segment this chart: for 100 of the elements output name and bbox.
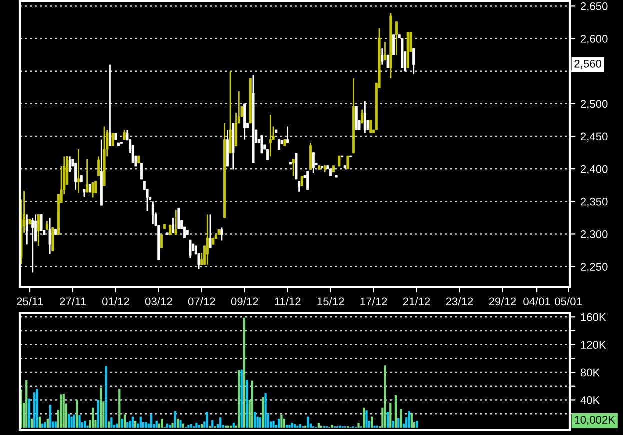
bar (169, 425, 172, 428)
bar (212, 420, 214, 428)
bar (172, 423, 174, 428)
candlestick (118, 142, 120, 147)
bar (105, 366, 108, 428)
candlestick (338, 155, 341, 168)
bar (26, 380, 28, 428)
x-tick-label: 15/12 (318, 297, 344, 306)
bar (232, 423, 235, 428)
bar (272, 421, 275, 428)
bar (286, 425, 288, 428)
bar (240, 370, 243, 428)
bar (73, 414, 76, 428)
bar (76, 400, 78, 428)
bar (363, 408, 366, 428)
bar (288, 425, 291, 428)
bar (150, 414, 153, 428)
y-tick-label: 2,600 (580, 35, 608, 44)
bar (34, 392, 36, 428)
bar (200, 424, 204, 428)
bar (132, 416, 134, 428)
bar (129, 421, 132, 428)
bar (124, 414, 126, 428)
y-tick-label: 2,650 (580, 2, 608, 12)
bar (259, 418, 262, 428)
bar (238, 370, 240, 428)
candlestick (355, 106, 358, 131)
bar (100, 388, 102, 428)
candlestick (80, 174, 83, 183)
bar (254, 412, 256, 428)
candlestick (52, 227, 54, 252)
bar (264, 393, 267, 428)
bar (78, 415, 81, 428)
bar (126, 422, 129, 428)
bar (44, 422, 46, 428)
bar (49, 405, 52, 428)
candlestick (212, 237, 215, 246)
bar (92, 408, 94, 428)
candlestick (386, 54, 390, 69)
bar (97, 400, 100, 428)
candlestick (332, 165, 335, 174)
candlestick (160, 234, 164, 249)
candlestick (249, 78, 252, 124)
bar (366, 410, 368, 428)
bar (70, 416, 73, 428)
bar (118, 389, 121, 428)
bar (166, 424, 169, 428)
x-tick-label: 23/12 (446, 297, 474, 306)
bar (299, 424, 302, 428)
bar (243, 318, 246, 428)
candlestick (140, 162, 144, 180)
x-tick-label: 17/12 (360, 297, 388, 306)
y-tick-label: 80K (580, 368, 600, 377)
bar (134, 421, 137, 428)
bar (307, 416, 310, 428)
bar (416, 421, 418, 428)
bar (196, 423, 198, 428)
bar (220, 418, 222, 428)
y-tick-label: 2,450 (580, 132, 608, 142)
x-tick-label: 25/11 (17, 297, 43, 306)
x-tick-label: 21/12 (403, 297, 430, 306)
bar (177, 418, 180, 428)
text: 10,002K (575, 416, 616, 426)
candlestick (178, 207, 180, 230)
candlestick (300, 176, 304, 187)
y-tick-label: 40K (580, 396, 600, 404)
bar (394, 395, 398, 428)
bar (408, 411, 410, 428)
candlestick (40, 214, 43, 232)
candlestick (330, 168, 332, 177)
y-tick-label: 160K (581, 313, 606, 322)
bar (206, 412, 208, 428)
bar (38, 416, 41, 428)
candlestick (398, 34, 401, 39)
bar (384, 366, 386, 428)
bar (62, 394, 65, 428)
candlestick (370, 120, 372, 134)
bar (370, 416, 374, 428)
bar (116, 424, 118, 428)
bar (46, 418, 49, 428)
bar (36, 389, 38, 428)
bar (410, 413, 413, 428)
x-tick-label: 29/12 (489, 297, 516, 306)
x-tick-label: 07/12 (188, 297, 216, 306)
candlestick (318, 165, 321, 170)
candlestick (275, 129, 278, 134)
bar (28, 398, 30, 428)
x-tick-label: 04/01 (524, 297, 550, 306)
bar (110, 418, 113, 428)
bar (251, 380, 254, 428)
x-tick-label: 01/12 (102, 297, 130, 306)
bar (283, 418, 286, 428)
bar (278, 418, 280, 428)
x-tick-label: 11/12 (275, 297, 301, 306)
bar (121, 418, 124, 428)
candlestick (163, 224, 166, 230)
y-tick-label: 2,500 (580, 100, 608, 110)
candlestick (401, 38, 404, 69)
bar (145, 422, 148, 428)
annotation: 2,560 (574, 60, 602, 70)
